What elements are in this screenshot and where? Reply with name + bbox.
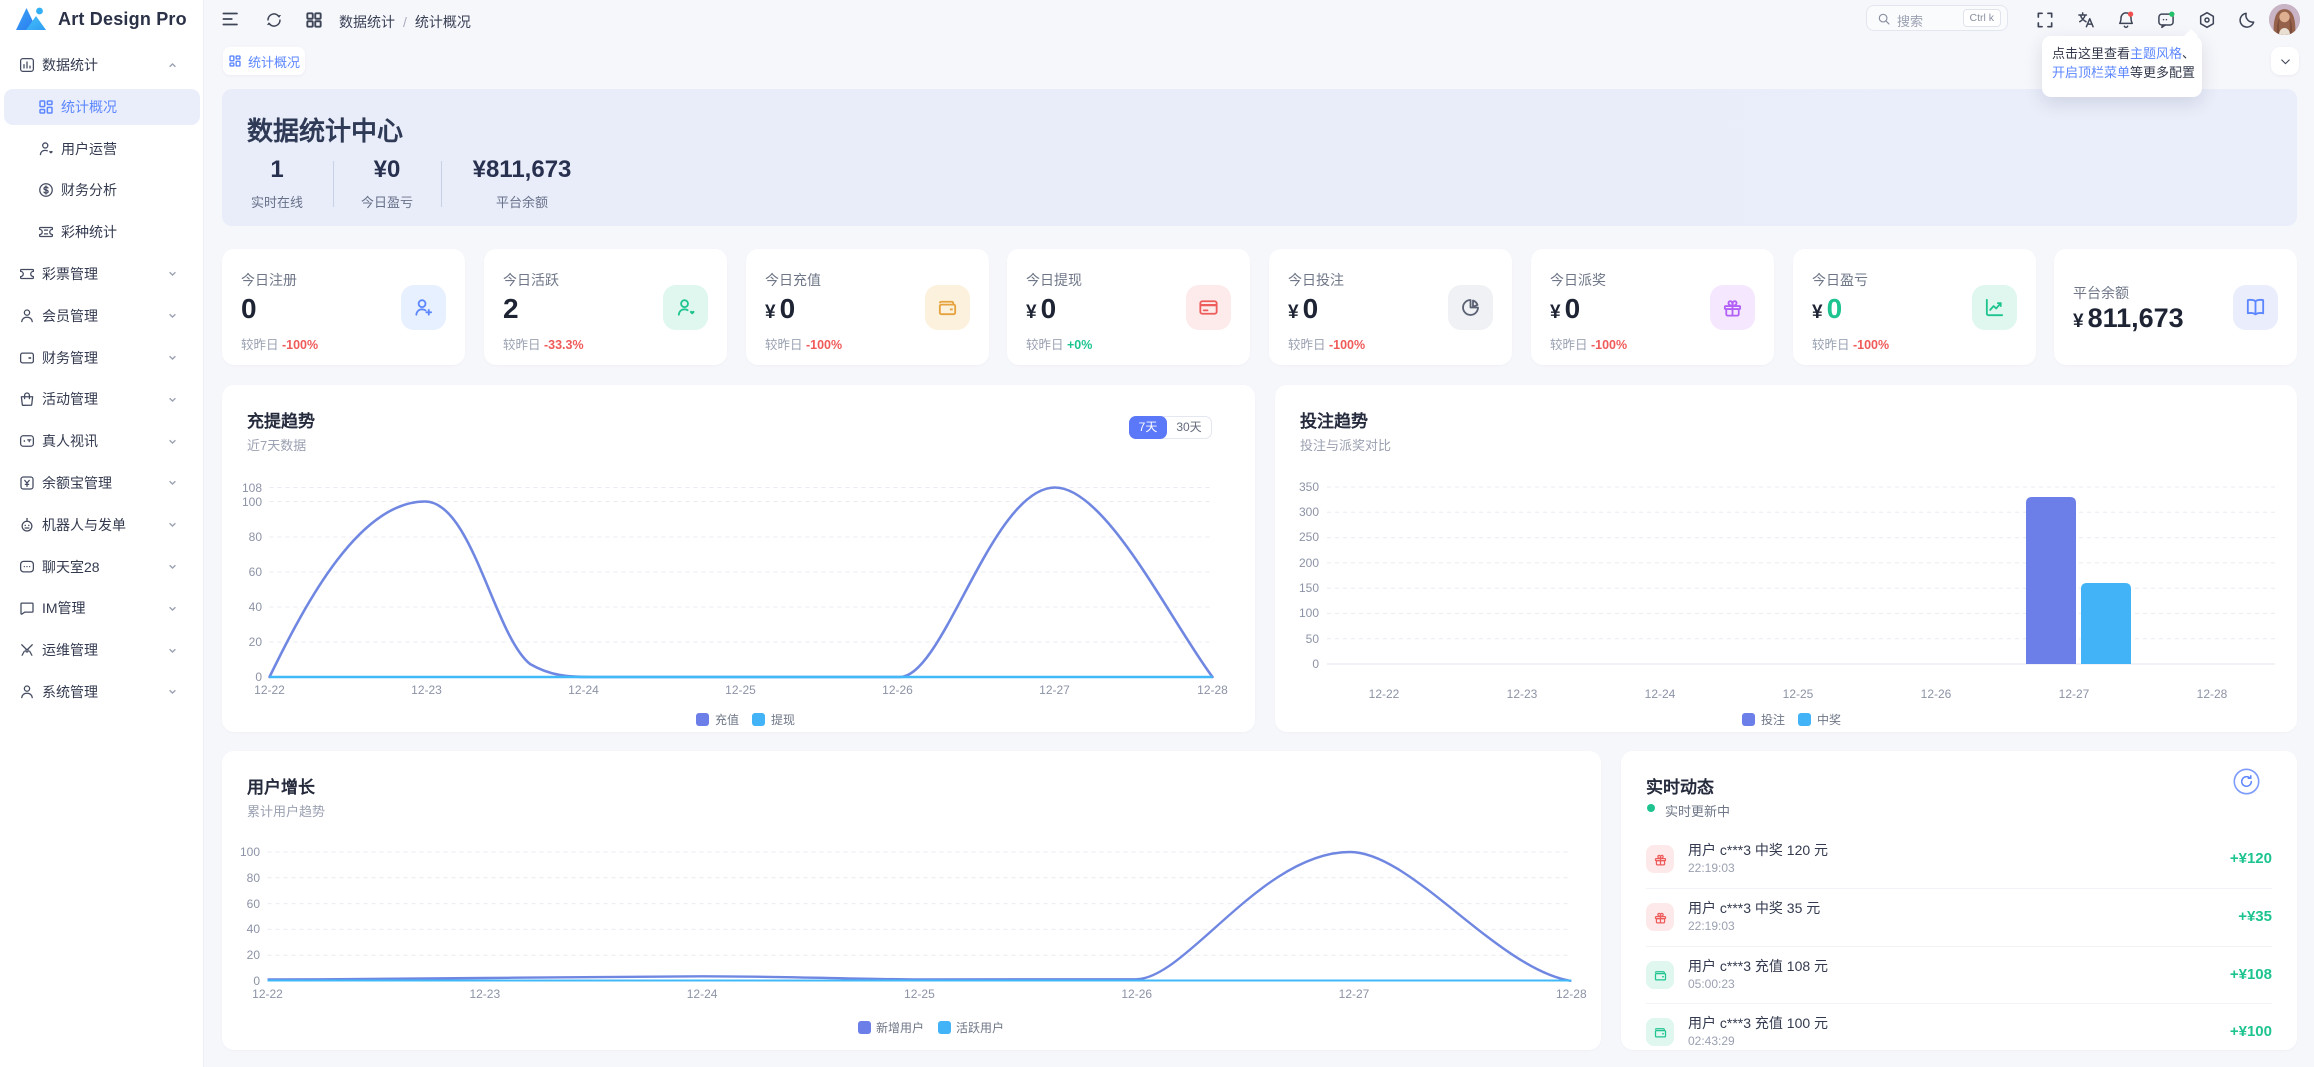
svg-text:12-28: 12-28 [2197, 687, 2228, 701]
svg-text:108: 108 [242, 481, 262, 495]
svg-text:12-24: 12-24 [568, 683, 599, 697]
svg-text:12-22: 12-22 [254, 683, 285, 697]
svg-text:投注: 投注 [1761, 712, 1785, 727]
svg-text:提现: 提现 [771, 712, 795, 727]
svg-text:12-26: 12-26 [882, 683, 913, 697]
svg-text:80: 80 [249, 530, 263, 544]
svg-text:12-23: 12-23 [469, 987, 500, 1001]
svg-text:新增用户: 新增用户 [876, 1020, 924, 1035]
svg-text:12-23: 12-23 [411, 683, 442, 697]
svg-text:12-24: 12-24 [687, 987, 718, 1001]
svg-text:12-24: 12-24 [1645, 687, 1676, 701]
svg-text:12-28: 12-28 [1556, 987, 1587, 1001]
svg-text:300: 300 [1299, 505, 1319, 519]
svg-text:12-27: 12-27 [1039, 683, 1070, 697]
svg-text:100: 100 [240, 845, 260, 859]
svg-text:40: 40 [249, 600, 263, 614]
svg-text:12-26: 12-26 [1921, 687, 1952, 701]
svg-text:20: 20 [249, 635, 263, 649]
svg-text:60: 60 [249, 565, 263, 579]
svg-text:150: 150 [1299, 581, 1319, 595]
svg-text:12-27: 12-27 [1339, 987, 1370, 1001]
svg-text:12-27: 12-27 [2059, 687, 2090, 701]
svg-text:12-25: 12-25 [725, 683, 756, 697]
svg-text:中奖: 中奖 [1817, 712, 1841, 727]
svg-text:200: 200 [1299, 556, 1319, 570]
svg-text:12-28: 12-28 [1197, 683, 1228, 697]
svg-text:60: 60 [247, 897, 261, 911]
svg-text:活跃用户: 活跃用户 [956, 1020, 1004, 1035]
svg-text:充值: 充值 [715, 712, 739, 727]
svg-text:12-26: 12-26 [1121, 987, 1152, 1001]
svg-text:50: 50 [1306, 632, 1320, 646]
svg-text:0: 0 [255, 670, 262, 684]
svg-text:80: 80 [247, 871, 261, 885]
svg-text:20: 20 [247, 948, 261, 962]
svg-text:100: 100 [1299, 606, 1319, 620]
svg-text:0: 0 [253, 974, 260, 988]
svg-text:12-23: 12-23 [1507, 687, 1538, 701]
svg-text:12-25: 12-25 [904, 987, 935, 1001]
svg-text:12-25: 12-25 [1783, 687, 1814, 701]
svg-text:250: 250 [1299, 530, 1319, 544]
svg-text:0: 0 [1312, 657, 1319, 671]
svg-text:12-22: 12-22 [252, 987, 283, 1001]
svg-text:40: 40 [247, 922, 261, 936]
svg-text:100: 100 [242, 495, 262, 509]
svg-text:12-22: 12-22 [1369, 687, 1400, 701]
svg-text:350: 350 [1299, 480, 1319, 494]
